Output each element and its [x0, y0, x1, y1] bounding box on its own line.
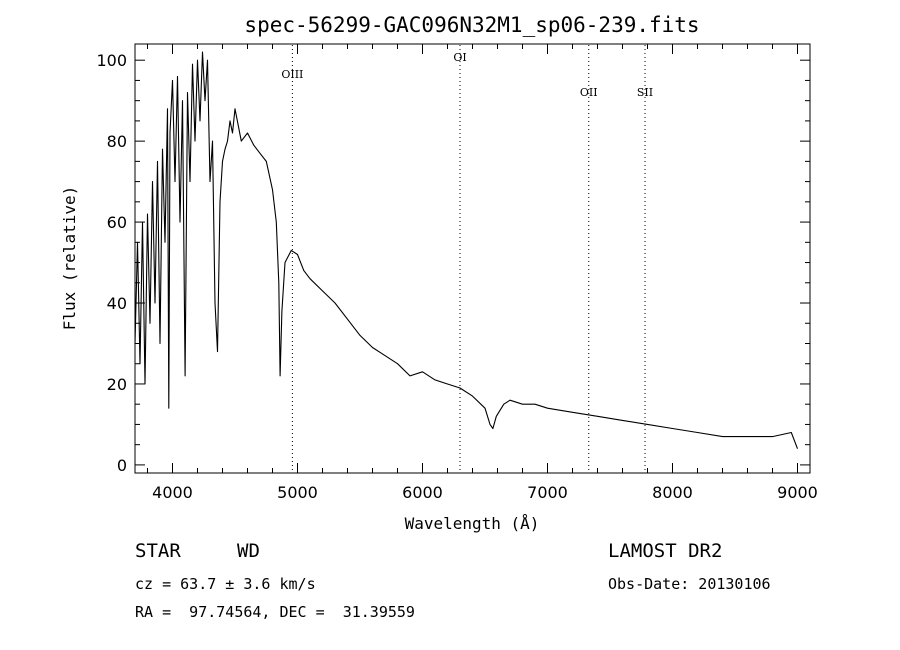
object-class: STAR — [135, 540, 181, 562]
plot-area: 4000 5000 6000 7000 8000 9000 0 20 40 60 80 100 OIII… — [96, 43, 818, 502]
y-axis-title: Flux (relative) — [60, 186, 79, 331]
observation-date: Obs-Date: 20130106 — [608, 575, 771, 593]
survey-name: LAMOST DR2 — [608, 540, 723, 562]
sky-coordinates: RA = 97.74564, DEC = 31.39559 — [135, 603, 415, 621]
x-tick-label: 7000 — [527, 483, 568, 502]
y-tick-label: 40 — [107, 294, 127, 313]
redshift-velocity: cz = 63.7 ± 3.6 km/s — [135, 575, 316, 593]
spectrum-line — [134, 51, 799, 449]
plot-frame — [134, 43, 811, 474]
line-label-oii: OII — [580, 86, 598, 99]
y-tick-label: 100 — [96, 51, 127, 70]
x-tick-label: 9000 — [777, 483, 818, 502]
line-label-oi: OI — [453, 51, 466, 64]
x-tick-label: 4000 — [152, 483, 193, 502]
x-tick-label: 8000 — [652, 483, 693, 502]
x-axis-title: Wavelength (Å) — [405, 514, 540, 533]
y-tick-label: 60 — [107, 213, 127, 232]
line-label-sii: SII — [637, 86, 653, 99]
x-tick-label: 5000 — [277, 483, 318, 502]
y-tick-label: 20 — [107, 375, 127, 394]
object-subclass: WD — [237, 540, 260, 562]
chart-title: spec-56299-GAC096N32M1_sp06-239.fits — [244, 13, 699, 37]
line-label-oiii: OIII — [281, 68, 303, 81]
x-tick-label: 6000 — [402, 483, 443, 502]
y-tick-label: 0 — [117, 456, 127, 475]
y-tick-label: 80 — [107, 132, 127, 151]
